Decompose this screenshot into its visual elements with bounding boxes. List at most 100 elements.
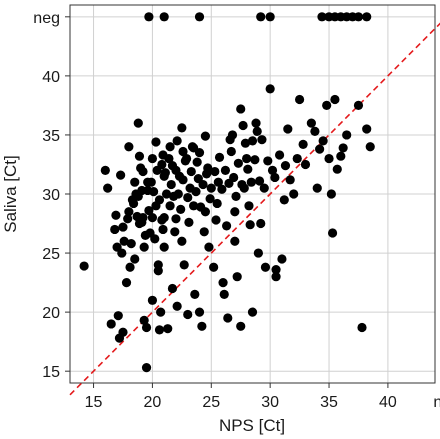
data-point-95 <box>230 236 240 246</box>
y-tick-label-6: neg <box>33 10 60 27</box>
y-tick-label-5: 40 <box>42 69 60 86</box>
data-point-170 <box>199 227 209 237</box>
data-point-145 <box>144 205 154 216</box>
data-point-202 <box>134 151 145 161</box>
data-point-31 <box>124 142 134 152</box>
data-point-146 <box>146 177 156 187</box>
data-point-4 <box>265 12 275 22</box>
data-point-147 <box>148 187 159 197</box>
data-point-100 <box>242 153 252 164</box>
x-tick-label-1: 20 <box>144 394 162 411</box>
data-point-183 <box>233 158 243 168</box>
data-point-51 <box>147 295 158 305</box>
data-point-22 <box>106 319 116 329</box>
grid <box>70 5 435 383</box>
data-point-212 <box>252 126 262 136</box>
data-point-210 <box>225 135 235 145</box>
data-point-177 <box>220 165 231 175</box>
data-point-175 <box>214 152 225 162</box>
data-point-211 <box>238 120 248 131</box>
data-point-207 <box>178 146 188 157</box>
identity-reference-line <box>69 22 440 396</box>
data-point-184 <box>237 179 247 190</box>
data-point-23 <box>110 224 120 235</box>
data-point-46 <box>141 322 152 333</box>
data-point-154 <box>166 179 176 190</box>
data-point-29 <box>119 236 129 246</box>
data-point-85 <box>204 242 214 252</box>
data-point-160 <box>178 175 188 185</box>
data-point-189 <box>254 176 265 186</box>
data-point-176 <box>217 184 227 194</box>
data-point-137 <box>123 214 133 224</box>
data-point-149 <box>152 165 162 175</box>
data-point-110 <box>265 84 275 94</box>
data-point-143 <box>140 230 150 240</box>
data-point-88 <box>211 215 221 225</box>
y-tick-label-2: 25 <box>42 246 60 263</box>
data-point-180 <box>226 146 236 157</box>
data-point-164 <box>186 166 196 177</box>
data-point-75 <box>183 309 193 320</box>
data-point-151 <box>157 215 167 225</box>
data-point-107 <box>256 218 266 229</box>
data-point-121 <box>306 118 316 128</box>
data-point-148 <box>150 234 160 244</box>
data-point-169 <box>198 179 208 190</box>
data-point-19 <box>79 261 89 271</box>
data-point-104 <box>247 307 258 317</box>
data-point-127 <box>327 228 338 238</box>
data-point-117 <box>289 189 299 199</box>
data-point-112 <box>271 265 281 275</box>
x-tick-label-0: 15 <box>85 394 103 411</box>
data-point-163 <box>184 217 194 227</box>
data-point-134 <box>365 142 375 152</box>
data-point-103 <box>247 136 258 146</box>
data-point-2 <box>194 12 205 22</box>
x-tick-label-2: 25 <box>202 394 220 411</box>
data-point-174 <box>212 198 222 209</box>
data-point-142 <box>137 217 147 227</box>
data-point-116 <box>283 124 293 134</box>
data-point-186 <box>243 164 253 174</box>
data-point-11 <box>353 12 364 22</box>
x-tick-label-4: 35 <box>320 394 338 411</box>
data-point-105 <box>251 118 261 128</box>
data-point-77 <box>189 201 199 211</box>
data-point-120 <box>300 159 311 170</box>
data-point-97 <box>236 104 246 114</box>
data-point-35 <box>130 177 140 187</box>
data-point-156 <box>170 227 180 237</box>
data-point-62 <box>161 189 172 199</box>
data-point-82 <box>197 321 207 331</box>
data-point-56 <box>156 307 166 317</box>
data-point-69 <box>172 301 182 311</box>
data-point-58 <box>158 224 168 235</box>
data-point-124 <box>322 100 332 111</box>
data-point-25 <box>113 311 123 321</box>
data-point-188 <box>250 155 260 165</box>
y-tick-label-4: 35 <box>42 128 60 145</box>
data-point-33 <box>126 239 136 249</box>
x-axis-title: NPS [Ct] <box>219 416 285 435</box>
data-point-111 <box>267 165 278 175</box>
data-point-5 <box>317 12 327 22</box>
data-point-125 <box>324 153 334 164</box>
data-point-65 <box>165 201 175 211</box>
data-point-113 <box>271 272 281 282</box>
data-point-49 <box>147 153 158 164</box>
data-point-196 <box>298 139 308 149</box>
data-point-138 <box>125 262 135 272</box>
data-point-129 <box>336 151 346 161</box>
data-point-158 <box>173 189 183 199</box>
data-point-63 <box>163 324 173 334</box>
data-point-115 <box>279 195 289 205</box>
data-point-166 <box>191 187 201 197</box>
data-point-182 <box>231 191 241 201</box>
data-point-27 <box>118 327 128 337</box>
x-tick-label-5: 40 <box>379 394 397 411</box>
data-point-55 <box>154 325 165 335</box>
data-point-161 <box>180 156 190 166</box>
data-point-168 <box>196 202 206 212</box>
data-point-133 <box>362 124 372 134</box>
